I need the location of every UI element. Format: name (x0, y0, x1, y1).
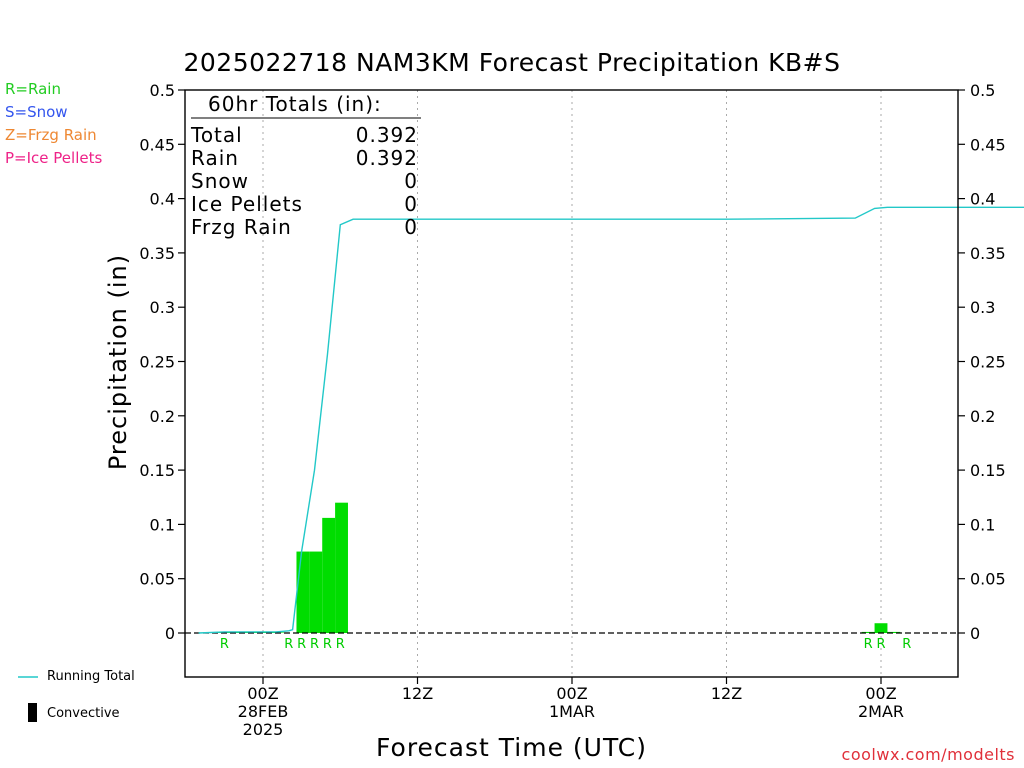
precip-type-mark-8: R (902, 637, 911, 652)
precip-type-mark-7: R (876, 637, 885, 652)
y-tick-label-right-7: 0.35 (970, 244, 1006, 263)
totals-label-0: Total (190, 123, 243, 147)
x-axis-label: Forecast Time (UTC) (376, 733, 647, 762)
convective-bar-6 (874, 623, 888, 633)
legend-ice-pellets: P=Ice Pellets (5, 149, 103, 167)
x-tick-label-0-0: 00Z (247, 684, 278, 703)
convective-bar-5 (861, 631, 875, 633)
convective-bars (198, 502, 901, 633)
y-axis-ticks: 0 00.05 0.050.1 0.10.15 0.150.2 0.20.25 0.250.… (139, 81, 1005, 643)
totals-value-4: 0 (404, 215, 418, 239)
x-tick-label-1-0: 12Z (402, 684, 433, 703)
y-tick-label-right-3: 0.15 (970, 461, 1006, 480)
convective-bar-2 (322, 517, 336, 633)
x-tick-label-0-2: 2025 (243, 720, 284, 739)
precip-type-mark-6: R (864, 637, 873, 652)
legend-running-total: Running Total (47, 669, 135, 684)
y-tick-label-left-1: 0.05 (139, 570, 175, 589)
totals-box: 60hr Totals (in): Total 0.392 Rain 0.392 Snow… (190, 92, 421, 239)
y-tick-label-right-9: 0.45 (970, 135, 1006, 154)
x-tick-label-2-1: 1MAR (549, 702, 595, 721)
totals-value-0: 0.392 (356, 123, 418, 147)
legend-rain: R=Rain (5, 80, 61, 98)
y-tick-label-right-10: 0.5 (970, 81, 995, 100)
y-tick-label-left-2: 0.1 (150, 515, 175, 534)
x-tick-label-2-0: 00Z (556, 684, 587, 703)
y-tick-label-right-5: 0.25 (970, 353, 1006, 372)
y-tick-label-left-3: 0.15 (139, 461, 175, 480)
totals-label-2: Snow (191, 169, 249, 193)
y-tick-label-right-6: 0.3 (970, 298, 995, 317)
x-tick-label-4-1: 2MAR (858, 702, 904, 721)
totals-value-3: 0 (404, 192, 418, 216)
y-tick-label-right-2: 0.1 (970, 515, 995, 534)
precip-type-mark-2: R (297, 637, 306, 652)
y-tick-label-right-8: 0.4 (970, 190, 995, 209)
y-tick-label-right-0: 0 (970, 624, 980, 643)
chart-title: 2025022718 NAM3KM Forecast Precipitation… (183, 48, 841, 77)
convective-bar-7 (887, 631, 901, 633)
totals-value-2: 0 (404, 169, 418, 193)
precip-type-mark-5: R (336, 637, 345, 652)
y-tick-label-left-5: 0.25 (139, 353, 175, 372)
totals-header: 60hr Totals (in): (208, 92, 382, 116)
y-axis-label: Precipitation (in) (104, 253, 132, 471)
y-tick-label-left-4: 0.2 (150, 407, 175, 426)
grid-layer (262, 90, 882, 677)
credit-link[interactable]: coolwx.com/modelts (841, 745, 1015, 764)
legend-frzg-rain: Z=Frzg Rain (5, 126, 97, 144)
convective-bar-0 (296, 551, 310, 633)
legend-snow: S=Snow (5, 103, 68, 121)
x-tick-label-4-0: 00Z (865, 684, 896, 703)
precip-type-mark-3: R (310, 637, 319, 652)
running-total-line (198, 206, 1024, 634)
totals-label-1: Rain (191, 146, 239, 170)
y-tick-label-left-7: 0.35 (139, 244, 175, 263)
precip-type-mark-0: R (220, 637, 229, 652)
precip-type-mark-1: R (284, 637, 293, 652)
y-tick-label-right-4: 0.2 (970, 407, 995, 426)
y-tick-label-left-8: 0.4 (150, 190, 175, 209)
convective-bar-3 (335, 502, 348, 633)
totals-value-1: 0.392 (356, 146, 418, 170)
x-tick-label-3-0: 12Z (711, 684, 742, 703)
y-tick-label-left-6: 0.3 (150, 298, 175, 317)
precip-type-mark-4: R (323, 637, 332, 652)
legend-convective: Convective (47, 706, 120, 721)
y-tick-label-left-0: 0 (165, 624, 175, 643)
y-tick-label-left-10: 0.5 (150, 81, 175, 100)
convective-swatch (28, 703, 37, 722)
x-tick-label-0-1: 28FEB (238, 702, 289, 721)
convective-bar-1 (309, 551, 323, 633)
totals-label-4: Frzg Rain (191, 215, 292, 239)
y-tick-label-right-1: 0.05 (970, 570, 1006, 589)
totals-label-3: Ice Pellets (191, 192, 303, 216)
y-tick-label-left-9: 0.45 (139, 135, 175, 154)
